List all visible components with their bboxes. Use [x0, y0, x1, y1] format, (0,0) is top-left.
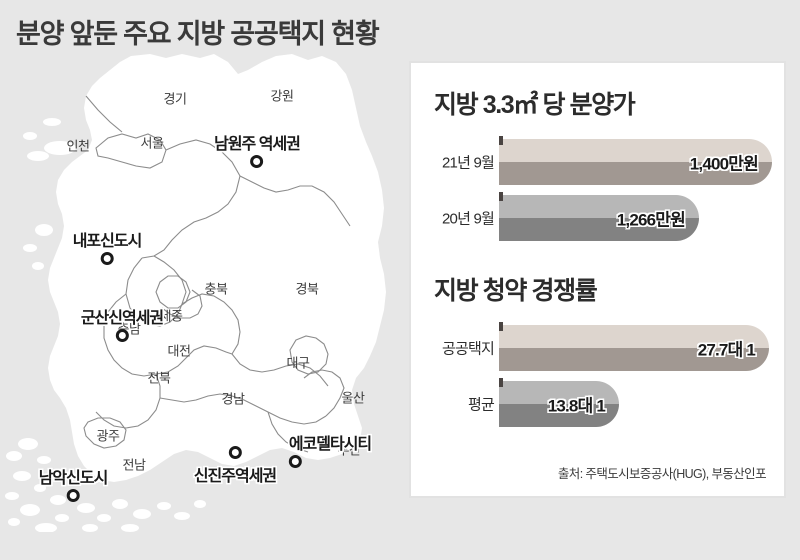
korea-map: 경기 강원 인천 서울 충북 충남 세종 대전 경북 대구 전북 경남 울산 광… — [0, 52, 410, 560]
map-region-label-ulsan: 울산 — [341, 390, 365, 406]
bar-track-price-2021: 1,400만원 — [499, 136, 772, 185]
map-marker-naepo[interactable]: 내포신도시 — [73, 227, 142, 265]
bar-shape-ratio-average[interactable] — [499, 381, 619, 427]
bar-row-price-2020: 20년 9월 1,266만원 — [411, 192, 784, 241]
map-marker-dot-sinjinju — [228, 446, 242, 459]
map-marker-dot-gunsan — [115, 329, 129, 342]
map-region-label-sejong: 세종 — [159, 308, 183, 324]
map-region-label-gangwon: 강원 — [270, 88, 294, 104]
bar-label-price-2021: 21년 9월 — [442, 154, 495, 172]
map-marker-label-namwonju: 남원주 역세권 — [214, 136, 301, 153]
statistics-panel: 지방 3.3㎡ 당 분양가 21년 9월 1,400만원 20년 9월 1,26… — [410, 62, 785, 497]
bar-label-ratio-public: 공공택지 — [441, 340, 495, 358]
map-region-label-seoul: 서울 — [140, 135, 164, 151]
map-marker-label-ecodelta: 에코델타시티 — [288, 436, 372, 453]
bar-track-ratio-public: 27.7대 1 — [499, 322, 769, 371]
map-marker-dot-namwonju — [250, 155, 264, 168]
map-region-label-jeonnam: 전남 — [122, 457, 146, 473]
map-region-label-gyeonggi: 경기 — [163, 91, 187, 107]
bar-notch-price-2020 — [499, 192, 503, 201]
map-marker-dot-naepo — [100, 252, 114, 265]
map-region-label-chungbuk: 충북 — [204, 281, 228, 297]
map-marker-sinjinju[interactable]: 신진주역세권 — [193, 445, 277, 486]
bar-row-ratio-public: 공공택지 27.7대 1 — [411, 322, 784, 371]
bar-value-ratio-average: 13.8대 1 — [547, 396, 606, 416]
map-landmass — [5, 54, 386, 532]
map-marker-label-sinjinju: 신진주역세권 — [193, 468, 277, 485]
map-region-label-busan: 부산 — [337, 442, 361, 458]
bar-half-bottom-price-2021 — [499, 162, 772, 185]
bar-half-bottom-ratio-average — [499, 404, 619, 427]
bar-half-bottom-ratio-public — [499, 348, 769, 371]
bar-half-top-ratio-public — [499, 325, 769, 348]
map-marker-dot-ecodelta — [288, 455, 302, 468]
map-region-label-jeonbuk: 전북 — [147, 370, 171, 386]
bar-half-bottom-price-2020 — [499, 218, 699, 241]
map-marker-label-namak: 남악신도시 — [38, 470, 109, 487]
map-region-label-gyeongbuk: 경북 — [295, 281, 319, 297]
bar-notch-ratio-public — [499, 322, 503, 331]
bar-half-top-ratio-average — [499, 381, 619, 404]
map-region-label-daejeon: 대전 — [167, 343, 191, 359]
chart-source-note: 출처: 주택도시보증공사(HUG), 부동산인포 — [557, 467, 767, 481]
map-region-label-gwangju: 광주 — [96, 428, 120, 444]
bar-track-price-2020: 1,266만원 — [499, 192, 699, 241]
bar-row-ratio-average: 평균 13.8대 1 — [411, 378, 784, 427]
bar-half-top-price-2021 — [499, 139, 772, 162]
bar-value-ratio-public: 27.7대 1 — [697, 340, 756, 360]
bar-value-price-2021: 1,400만원 — [689, 154, 759, 174]
map-marker-namak[interactable]: 남악신도시 — [39, 464, 108, 502]
bar-value-price-2020: 1,266만원 — [616, 210, 686, 230]
bar-label-ratio-average: 평균 — [467, 396, 495, 414]
chart-title-price: 지방 3.3㎡ 당 분양가 — [434, 91, 636, 119]
korea-map-svg — [5, 54, 386, 532]
chart-title-ratio: 지방 청약 경쟁률 — [434, 277, 598, 305]
map-marker-namwonju[interactable]: 남원주 역세권 — [214, 130, 301, 168]
map-region-label-incheon: 인천 — [66, 138, 90, 154]
map-region-label-daegu: 대구 — [286, 355, 310, 371]
map-marker-gunsan[interactable]: 군산신역세권 — [80, 304, 164, 342]
page-title: 분양 앞둔 주요 지방 공공택지 현황 — [16, 19, 380, 49]
bar-notch-price-2021 — [499, 136, 503, 145]
bar-notch-ratio-average — [499, 378, 503, 387]
map-marker-dot-namak — [66, 489, 80, 502]
bar-shape-ratio-public[interactable] — [499, 325, 769, 371]
bar-label-price-2020: 20년 9월 — [442, 210, 495, 228]
map-marker-label-naepo: 내포신도시 — [72, 233, 143, 250]
bar-half-top-price-2020 — [499, 195, 699, 218]
bar-shape-price-2021[interactable] — [499, 139, 772, 185]
map-marker-ecodelta[interactable]: 에코델타시티 — [288, 430, 372, 468]
map-region-label-gyeongnam: 경남 — [221, 391, 245, 407]
bar-shape-price-2020[interactable] — [499, 195, 699, 241]
map-marker-label-gunsan: 군산신역세권 — [80, 310, 164, 327]
bar-track-ratio-average: 13.8대 1 — [499, 378, 619, 427]
bar-row-price-2021: 21년 9월 1,400만원 — [411, 136, 784, 185]
